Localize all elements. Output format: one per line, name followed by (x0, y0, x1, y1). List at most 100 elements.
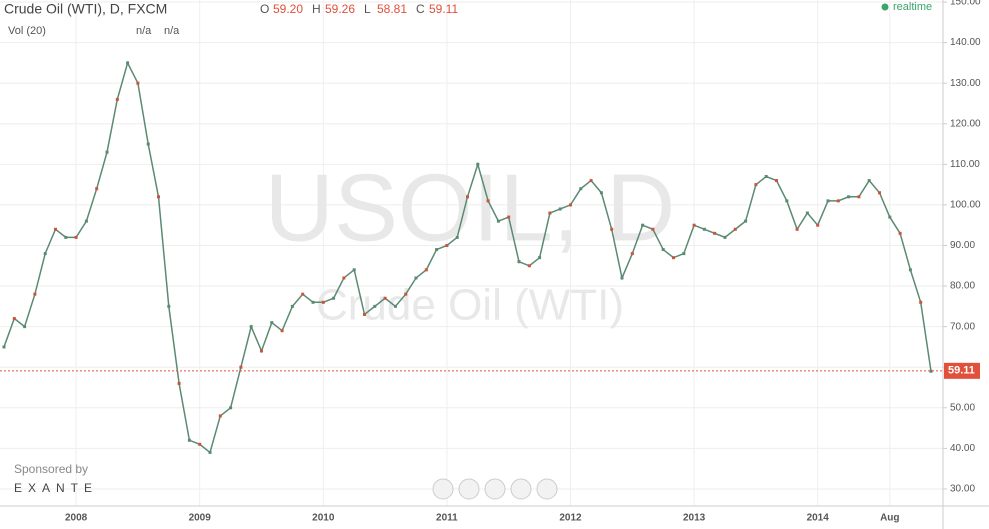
price-point (775, 179, 778, 183)
price-point (486, 199, 490, 203)
scroll-left-button[interactable] (432, 478, 454, 500)
price-point (682, 252, 686, 256)
price-point (579, 187, 583, 191)
price-point (54, 227, 57, 231)
scroll-right-button[interactable] (536, 478, 558, 500)
zoom-in-button[interactable] (510, 478, 532, 500)
price-point (249, 325, 253, 329)
price-point (290, 304, 294, 308)
price-point (146, 142, 150, 146)
price-point (836, 199, 840, 203)
price-point (270, 321, 274, 325)
reset-button[interactable] (484, 478, 506, 500)
price-point (599, 191, 603, 195)
price-point (352, 268, 356, 272)
price-point (527, 264, 531, 268)
ohlc-value: 59.26 (325, 2, 355, 16)
price-point (136, 81, 140, 85)
y-tick-label: 150.00 (950, 0, 981, 8)
price-point (23, 325, 27, 329)
price-point (517, 260, 521, 264)
chart-title: Crude Oil (WTI), D, FXCM (4, 1, 167, 17)
price-point (301, 292, 305, 296)
x-tick-label: 2012 (559, 513, 582, 524)
price-point (908, 268, 912, 272)
price-point (43, 252, 47, 256)
ohlc: O 59.20 H 59.26 L 58.81 C 59.11 (260, 2, 458, 16)
price-point (33, 292, 37, 296)
zoom-out-button[interactable] (458, 478, 480, 500)
price-point (867, 179, 871, 183)
x-tick-label: 2014 (807, 513, 830, 524)
price-point (218, 414, 222, 418)
y-tick-label: 120.00 (950, 118, 981, 129)
price-point (393, 304, 397, 308)
sponsor-name: EXANTE (14, 481, 98, 495)
price-point (929, 369, 933, 373)
x-tick-label: 2010 (312, 513, 335, 524)
price-point (445, 243, 449, 247)
price-point (126, 61, 130, 65)
y-tick-label: 100.00 (950, 200, 981, 211)
price-point (12, 317, 16, 321)
price-point (641, 223, 645, 227)
price-point (280, 329, 284, 333)
price-point (569, 203, 572, 207)
price-point (826, 199, 830, 203)
price-point (589, 179, 593, 183)
x-tick-label: 2008 (65, 513, 88, 524)
price-point (702, 227, 706, 231)
price-point (198, 442, 202, 446)
ohlc-value: 59.20 (273, 2, 303, 16)
price-point (383, 296, 387, 300)
price-point (424, 268, 428, 272)
price-point (208, 450, 212, 454)
price-point (414, 276, 418, 280)
y-tick-label: 30.00 (950, 484, 975, 495)
x-tick-label: 2011 (436, 513, 458, 524)
price-point (713, 231, 717, 235)
price-point (167, 304, 171, 308)
price-point (919, 300, 923, 304)
price-point (620, 276, 624, 280)
plot (2, 60, 933, 454)
price-point (898, 231, 902, 235)
price-point (404, 292, 408, 296)
ohlc-key: O (260, 2, 269, 16)
price-point (878, 191, 881, 195)
price-point (435, 248, 439, 252)
y-tick-label: 90.00 (950, 240, 975, 251)
price-point (476, 162, 480, 166)
y-tick-label: 140.00 (950, 37, 981, 48)
price-point (84, 219, 88, 223)
price-point (342, 276, 346, 280)
price-point (692, 223, 696, 227)
status-dot (881, 3, 889, 11)
price-point (115, 97, 119, 101)
price-point (661, 248, 665, 252)
status: realtime (893, 1, 932, 13)
price-point (373, 304, 377, 308)
grid (0, 0, 943, 506)
volume-value: n/a (136, 25, 152, 37)
price-point (455, 235, 459, 239)
ohlc-value: 59.11 (429, 2, 458, 16)
price-point (157, 195, 160, 199)
price-point (311, 300, 315, 304)
price-point (548, 211, 552, 215)
x-tick-label: 2013 (683, 513, 706, 524)
price-point (177, 381, 181, 385)
ohlc-key: H (312, 2, 321, 16)
price-point (363, 312, 366, 316)
zoom-controls (432, 478, 558, 500)
price-point (630, 252, 634, 256)
price-point (260, 349, 263, 353)
ohlc-value: 58.81 (377, 2, 407, 16)
watermark: USOIL, D (265, 154, 676, 261)
ohlc-key: C (416, 2, 425, 16)
price-point (610, 227, 614, 231)
price-point (239, 365, 243, 369)
price-point (795, 227, 799, 231)
price-point (229, 406, 233, 410)
